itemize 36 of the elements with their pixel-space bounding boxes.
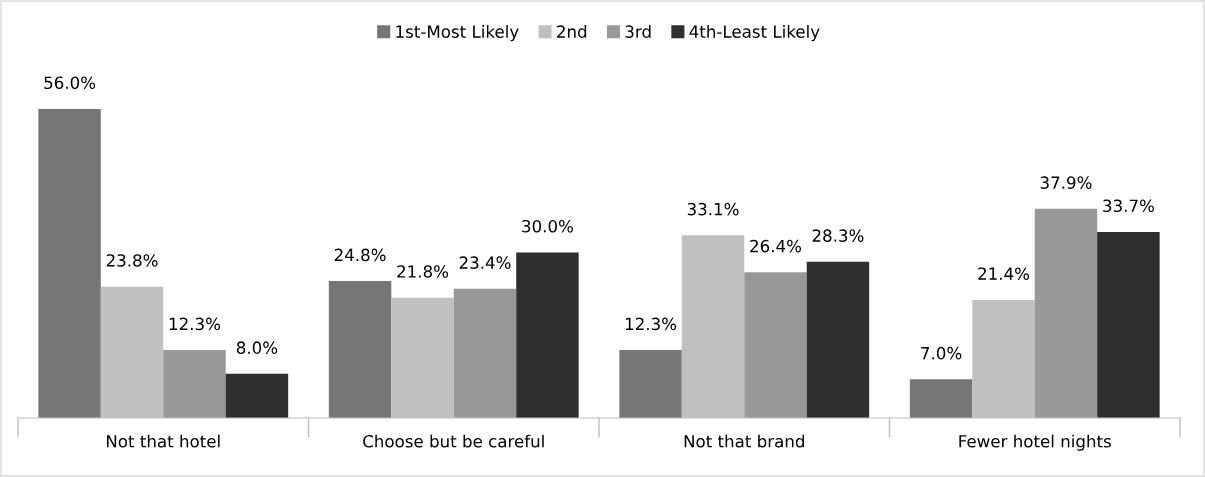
bar [744, 272, 807, 418]
data-label: 21.4% [978, 267, 1030, 280]
data-label: 56.0% [44, 76, 96, 90]
data-label: 24.8% [334, 248, 386, 262]
data-label: 12.3% [625, 317, 677, 331]
bar [38, 108, 101, 418]
bar [328, 281, 392, 418]
data-label: 23.8% [106, 254, 158, 267]
data-label: 8.0% [236, 341, 278, 354]
legend-label: 4th-Least Likely [689, 25, 820, 42]
bar [163, 350, 226, 418]
data-label: 33.7% [1103, 199, 1154, 213]
legend-label: 3rd [625, 25, 651, 38]
legend-label: 1st-Most Likely [396, 25, 519, 42]
bar [453, 288, 517, 418]
data-label: 12.3% [169, 317, 221, 331]
x-tick-label: Not that brand [684, 434, 804, 448]
bar [1034, 208, 1098, 418]
x-tick-label: Not that hotel [106, 434, 220, 448]
x-tick-label: Choose but be careful [363, 434, 544, 448]
data-label: 33.1% [687, 202, 739, 216]
legend-label: 2nd [557, 25, 587, 38]
bar [806, 261, 870, 418]
data-label: 37.9% [1040, 176, 1092, 189]
bar [516, 252, 579, 418]
data-label: 21.8% [397, 265, 449, 278]
data-label: 7.0% [921, 346, 962, 360]
bar [619, 350, 682, 418]
data-label: 28.3% [812, 229, 864, 242]
data-label: 30.0% [522, 219, 573, 233]
x-tick-label: Fewer hotel nights [959, 434, 1111, 451]
bar [909, 379, 973, 418]
data-label: 26.4% [750, 239, 802, 253]
data-label: 23.4% [459, 256, 511, 269]
bar [225, 373, 289, 418]
bar [1097, 231, 1160, 418]
